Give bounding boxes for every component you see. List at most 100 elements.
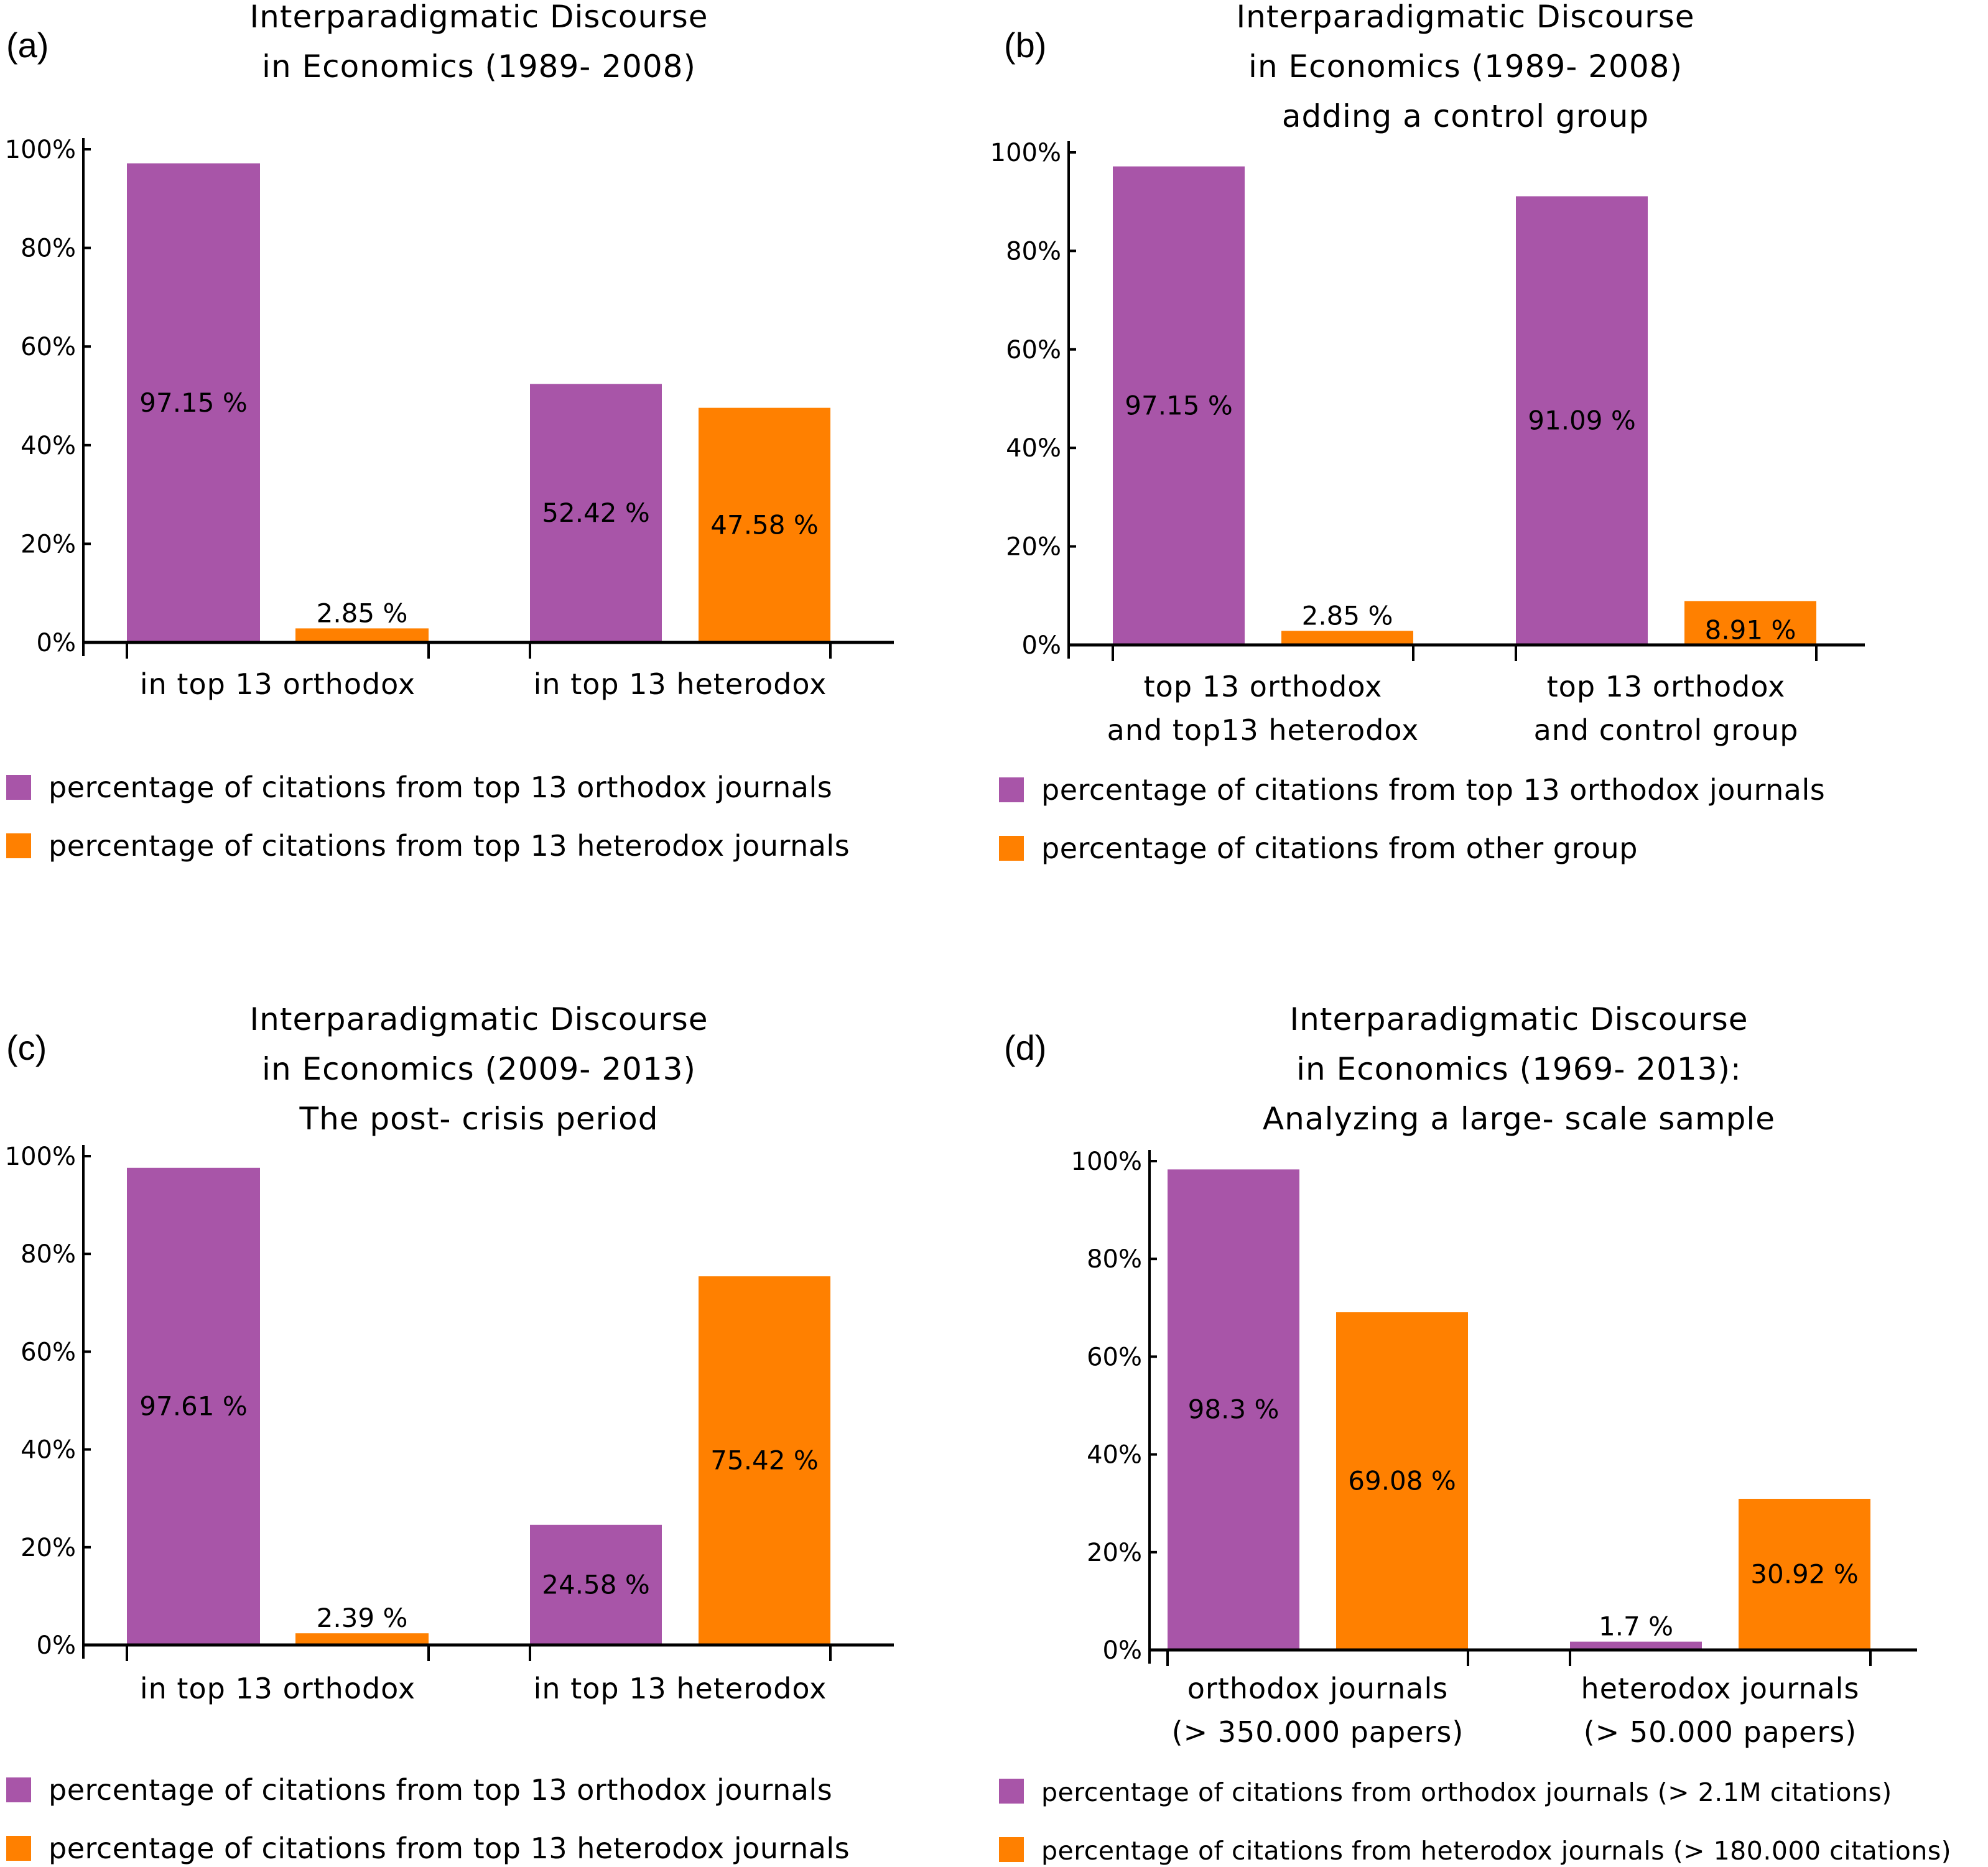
y-tick-label: 60% (1087, 1343, 1142, 1371)
data-label: 91.09 % (1528, 405, 1636, 435)
legend-item: percentage of citations from heterodox j… (999, 1836, 1951, 1866)
data-label: 1.7 % (1599, 1611, 1673, 1642)
bar (530, 384, 662, 642)
y-tick-label: 40% (1006, 434, 1061, 463)
legend-item: percentage of citations from top 13 hete… (6, 1832, 850, 1865)
chart-title-line: in Economics (1969- 2013): (1296, 1051, 1742, 1087)
x-category-label: top 13 orthodox (1547, 670, 1786, 703)
legend-label: percentage of citations from orthodox jo… (1041, 1777, 1892, 1807)
chart-title-line: The post- crisis period (299, 1101, 659, 1137)
bar (1684, 601, 1816, 645)
panel-label: (a) (6, 25, 49, 65)
chart-title-line: Interparadigmatic Discourse (249, 0, 708, 35)
data-label: 98.3 % (1188, 1394, 1280, 1425)
legend-swatch (6, 775, 31, 800)
chart-title-line: Interparadigmatic Discourse (249, 1001, 708, 1037)
data-label: 52.42 % (542, 498, 650, 528)
legend-item: percentage of citations from top 13 hete… (6, 829, 850, 863)
legend: percentage of citations from top 13 orth… (6, 771, 850, 863)
chart-panel-d: (d) Interparadigmatic Discourse in Economi… (999, 1001, 1951, 1866)
y-tick-label: 40% (21, 432, 76, 460)
x-category-label: top 13 orthodox (1144, 670, 1383, 703)
x-category-label: heterodox journals (1581, 1672, 1860, 1705)
legend-item: percentage of citations from top 13 orth… (6, 771, 832, 804)
bar (530, 1524, 662, 1645)
data-label: 97.15 % (139, 387, 248, 418)
y-tick-label: 20% (21, 530, 76, 558)
chart-panel-a: (a) Interparadigmatic Discourse in Economi… (5, 0, 894, 863)
chart-title-line: in Economics (1989- 2008) (1248, 49, 1683, 85)
y-tick-label: 40% (21, 1436, 76, 1465)
bar (1570, 1641, 1702, 1650)
chart-title-line: Interparadigmatic Discourse (1289, 1001, 1748, 1037)
y-tick-label: 80% (1087, 1245, 1142, 1274)
data-label: 69.08 % (1348, 1466, 1456, 1496)
y-tick-label: 0% (37, 1631, 76, 1660)
legend-item: percentage of citations from top 13 orth… (999, 773, 1825, 807)
y-tick-label: 60% (1006, 336, 1061, 364)
y-tick-label: 20% (1006, 533, 1061, 562)
legend: percentage of citations from top 13 orth… (999, 773, 1825, 865)
chart-panel-b: (b) Interparadigmatic Discourse in Economi… (990, 0, 1865, 865)
x-category-label: (> 50.000 papers) (1584, 1715, 1857, 1749)
data-label: 75.42 % (710, 1445, 819, 1476)
legend-swatch (6, 1836, 31, 1861)
x-category-label: and top13 heterodox (1107, 713, 1419, 747)
legend-swatch (999, 777, 1024, 802)
legend-label: percentage of citations from other group (1041, 832, 1638, 865)
legend-item: percentage of citations from other group (999, 832, 1638, 865)
legend-item: percentage of citations from orthodox jo… (999, 1777, 1892, 1807)
data-label: 47.58 % (710, 509, 819, 540)
x-category-label: in top 13 heterodox (534, 667, 827, 701)
y-tick-label: 0% (37, 629, 76, 657)
legend-swatch (999, 1779, 1024, 1804)
y-tick-label: 20% (1087, 1539, 1142, 1567)
data-label: 97.15 % (1125, 390, 1233, 420)
legend-swatch (999, 1837, 1024, 1862)
y-tick-label: 40% (1087, 1441, 1142, 1470)
legend-label: percentage of citations from top 13 hete… (49, 829, 850, 863)
legend-label: percentage of citations from top 13 hete… (49, 1832, 850, 1865)
data-label: 97.61 % (139, 1391, 248, 1421)
bar (1336, 1312, 1468, 1650)
y-tick-label: 80% (21, 1240, 76, 1269)
data-label: 24.58 % (542, 1569, 650, 1600)
bar (699, 407, 830, 642)
y-tick-label: 100% (1071, 1147, 1142, 1176)
x-category-label: (> 350.000 papers) (1172, 1715, 1464, 1749)
x-category-label: and control group (1534, 713, 1799, 747)
y-tick-label: 100% (5, 1142, 76, 1171)
panel-label: (c) (6, 1028, 47, 1067)
bar (295, 1633, 429, 1645)
legend-label: percentage of citations from heterodox j… (1041, 1836, 1951, 1866)
data-label: 2.39 % (317, 1603, 408, 1633)
bar (699, 1276, 830, 1645)
chart-title-line: in Economics (2009- 2013) (262, 1051, 696, 1087)
data-label: 2.85 % (317, 598, 408, 628)
legend-item: percentage of citations from top 13 orth… (6, 1773, 832, 1807)
y-tick-label: 60% (21, 1338, 76, 1366)
x-category-label: in top 13 heterodox (534, 1672, 827, 1705)
bar (127, 1167, 260, 1645)
y-tick-label: 0% (1022, 631, 1061, 660)
bar (1739, 1498, 1870, 1650)
chart-title-line: in Economics (1989- 2008) (262, 49, 696, 85)
y-tick-label: 100% (990, 139, 1061, 167)
data-label: 2.85 % (1302, 600, 1393, 631)
legend-label: percentage of citations from top 13 orth… (49, 1773, 832, 1807)
data-label: 30.92 % (1750, 1559, 1859, 1589)
chart-title-line: adding a control group (1282, 98, 1649, 134)
chart-panel-c: (c) Interparadigmatic Discourse in Economi… (5, 1001, 894, 1865)
bar (1281, 631, 1413, 645)
legend-label: percentage of citations from top 13 orth… (49, 771, 832, 804)
legend-swatch (999, 836, 1024, 861)
y-tick-label: 20% (21, 1534, 76, 1562)
data-label: 8.91 % (1705, 615, 1796, 646)
bar (1168, 1169, 1299, 1650)
x-category-label: in top 13 orthodox (140, 667, 416, 701)
legend-label: percentage of citations from top 13 orth… (1041, 773, 1825, 807)
panel-label: (b) (1004, 25, 1046, 65)
bar (1516, 196, 1648, 645)
y-tick-label: 100% (5, 136, 76, 164)
legend: percentage of citations from orthodox jo… (999, 1777, 1951, 1866)
